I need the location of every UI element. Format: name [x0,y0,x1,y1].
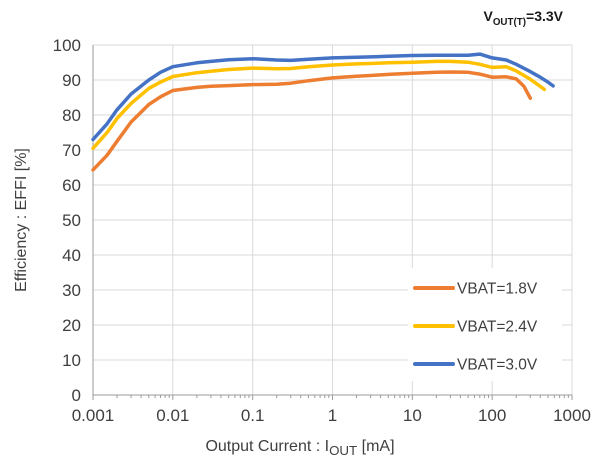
y-tick-label: 50 [62,211,81,230]
y-tick-label: 0 [72,386,81,405]
x-tick-label: 1000 [553,406,591,425]
y-tick-label: 20 [62,316,81,335]
x-tick-label: 0.001 [72,406,115,425]
x-tick-label: 1 [328,406,337,425]
x-tick-label: 100 [478,406,506,425]
chart-condition-title: VOUT(T)=3.3V [483,8,563,27]
y-tick-label: 100 [53,36,81,55]
y-tick-label: 40 [62,246,81,265]
x-axis-title: Output Current : IOUT [mA] [205,438,394,458]
chart-title-sub: OUT(T) [492,16,527,28]
legend-label-vbat-2.4v: VBAT=2.4V [457,319,538,336]
x-tick-label: 0.01 [156,406,189,425]
y-tick-label: 30 [62,281,81,300]
x-axis-title-sub: OUT [329,443,358,459]
x-axis-title-pre: Output Current : I [205,438,330,455]
y-tick-label: 90 [62,71,81,90]
y-axis-title: Efficiency : EFFI [%] [13,148,30,292]
legend-label-vbat-1.8v: VBAT=1.8V [457,281,538,298]
series-line-vbat-3.0v [91,52,555,142]
x-tick-label: 10 [403,406,422,425]
series-line-vbat-1.8v [91,70,533,172]
series-line-vbat-2.4v [91,59,547,151]
x-axis-title-post: [mA] [357,438,395,455]
y-tick-label: 70 [62,141,81,160]
chart-title-post: =3.3V [526,8,563,24]
legend-label-vbat-3.0v: VBAT=3.0V [457,357,538,374]
y-tick-label: 10 [62,351,81,370]
x-tick-label: 0.1 [241,406,265,425]
y-tick-label: 60 [62,176,81,195]
y-tick-label: 80 [62,106,81,125]
chart-title-pre: V [483,8,493,24]
